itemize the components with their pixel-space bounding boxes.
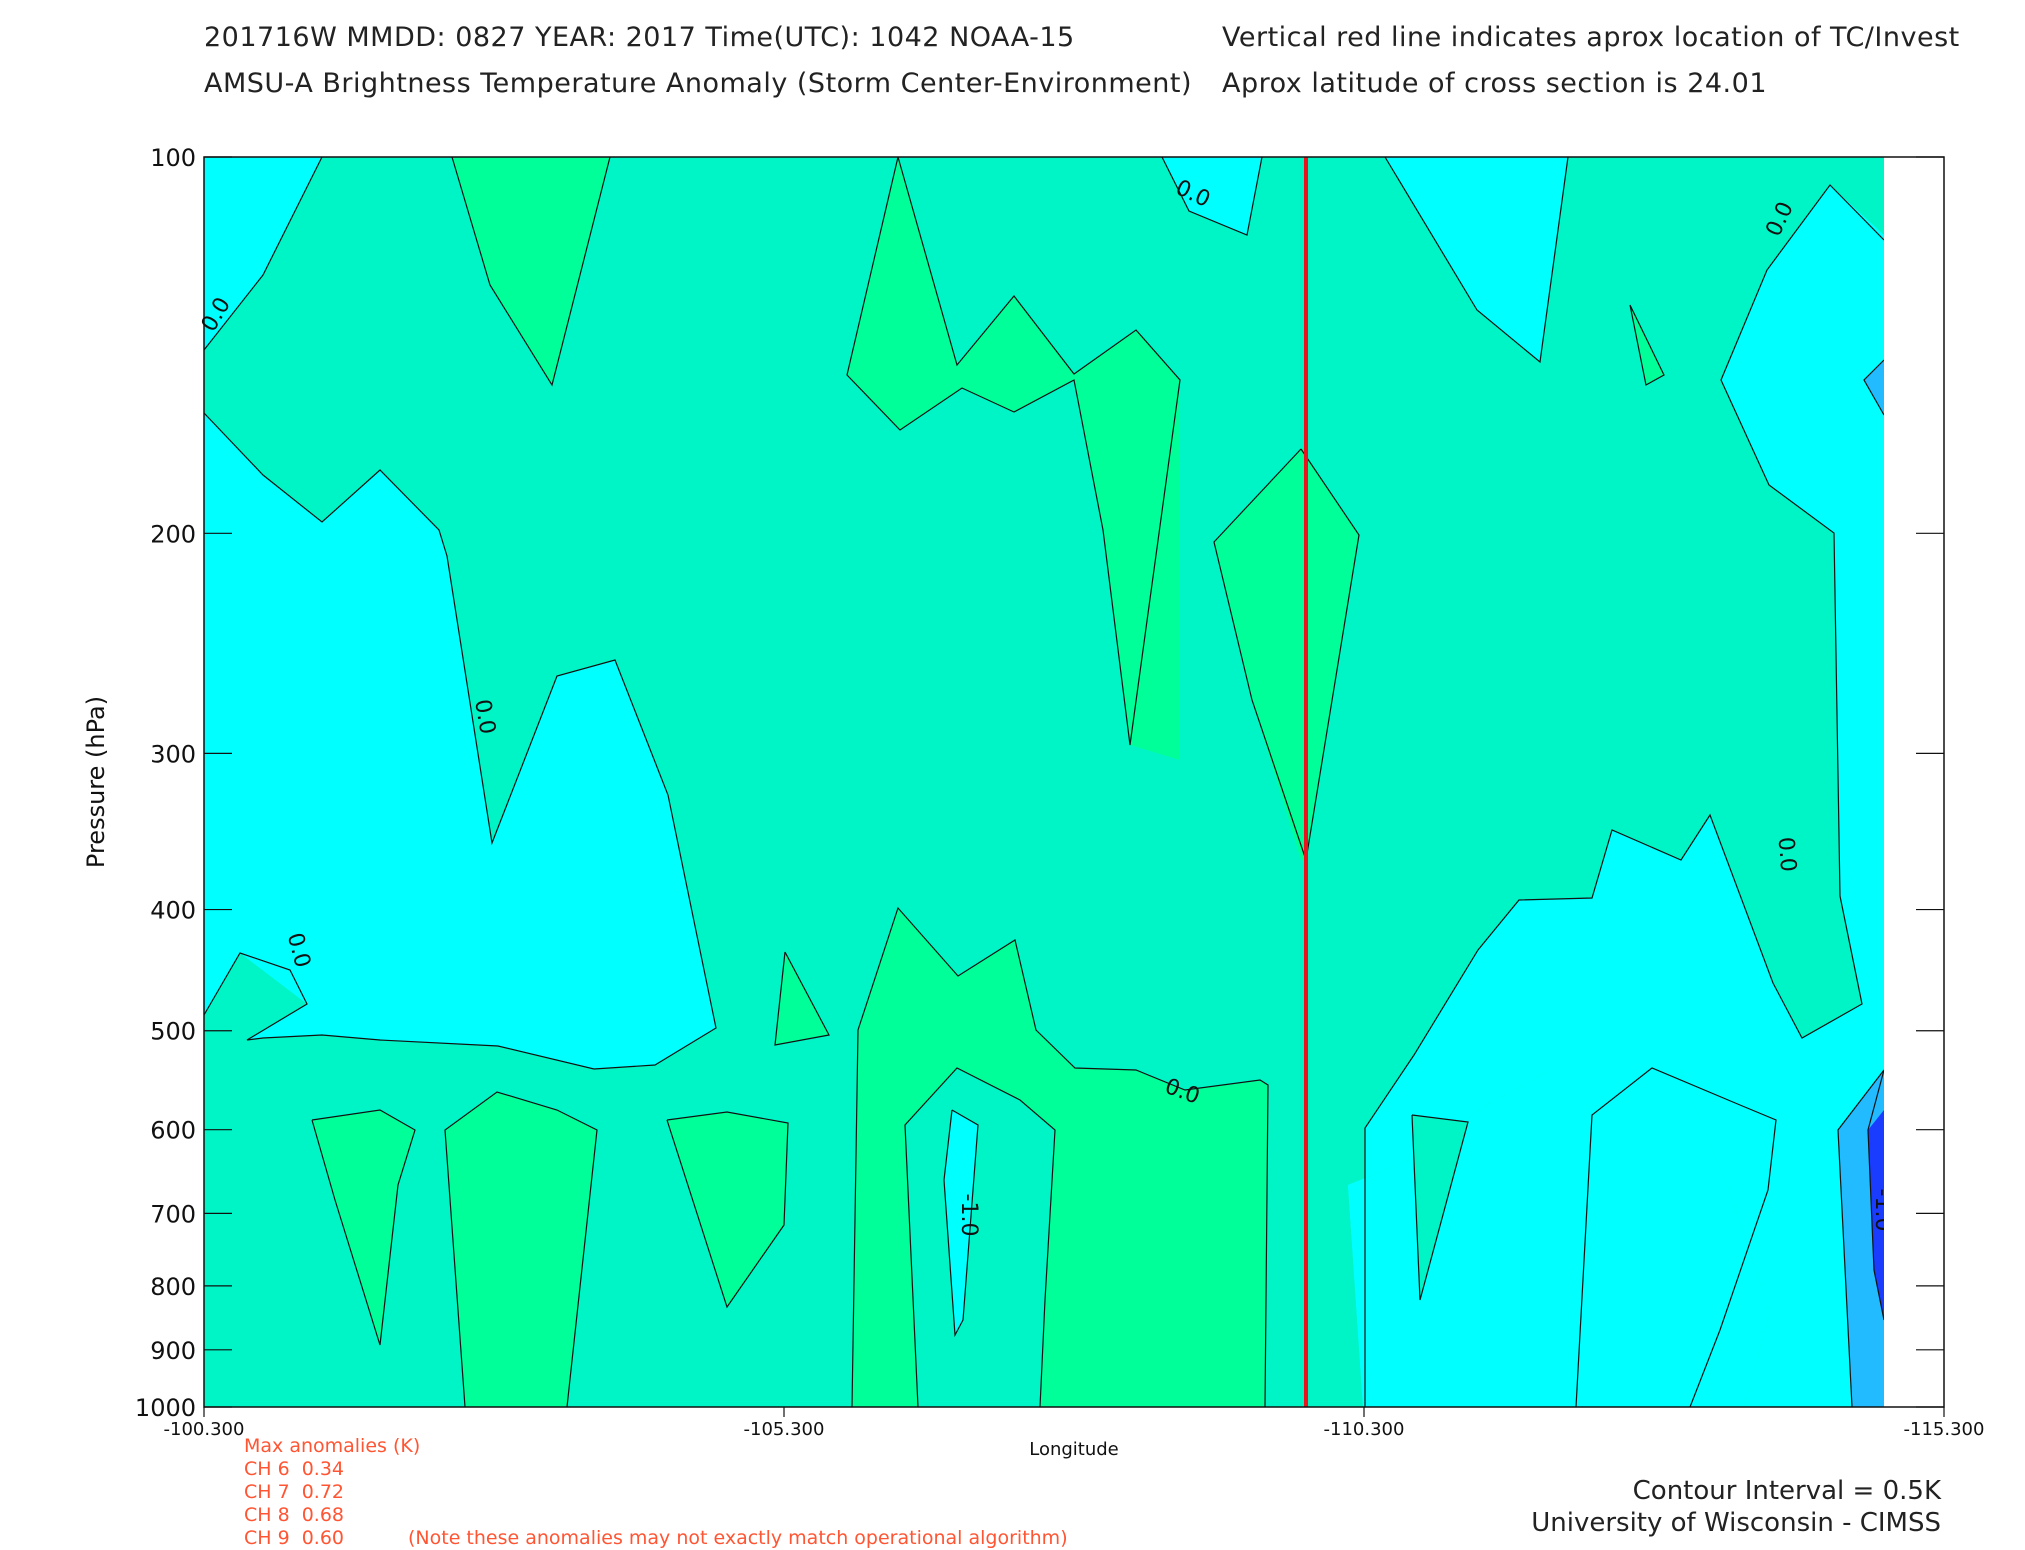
channel-row: CH 6 0.34	[244, 1458, 420, 1481]
y-tick-label: 100	[150, 144, 196, 172]
header-title-line2: AMSU-A Brightness Temperature Anomaly (S…	[204, 68, 1193, 99]
contour-line	[851, 906, 1269, 1408]
fill-level-0.5	[445, 1092, 597, 1407]
x-tick-label: -115.300	[1904, 1419, 1985, 1440]
contour-line	[451, 156, 611, 387]
y-tick-label: 500	[150, 1018, 196, 1046]
header-note-line2: Aprox latitude of cross section is 24.01	[1222, 68, 1767, 99]
contour-line	[1837, 1069, 1885, 1408]
fill-level-minus-0.5	[204, 413, 716, 1069]
fill-level-minus-0.5	[204, 157, 322, 350]
fill-level-0.5	[847, 157, 1180, 760]
y-tick-label: 300	[150, 740, 196, 768]
contour-line	[311, 1109, 416, 1346]
fill-level-minus-0.5	[1348, 185, 1884, 1407]
fill-level-minus-1.5	[1868, 1110, 1884, 1320]
channel-value: 0.68	[301, 1504, 344, 1526]
y-tick-label: 600	[150, 1117, 196, 1145]
contour-line	[846, 156, 1181, 746]
channel-value: 0.60	[301, 1527, 344, 1549]
x-axis-title: Longitude	[1029, 1439, 1119, 1460]
anomaly-note: (Note these anomalies may not exactly ma…	[408, 1527, 1068, 1549]
channel-label: CH 7	[244, 1481, 290, 1503]
channel-label: CH 6	[244, 1458, 290, 1480]
plot-blank-strip	[1884, 157, 1944, 1407]
contour-label: -1.0	[956, 1194, 981, 1237]
y-tick-label: 200	[150, 520, 196, 548]
contour-label: 0.0	[469, 697, 500, 736]
contour-line	[774, 951, 830, 1046]
x-tick-label: -110.300	[1324, 1419, 1405, 1440]
contour-line	[1867, 1069, 1885, 1321]
plot-frame	[203, 156, 1945, 1408]
y-tick-label: 400	[150, 897, 196, 925]
max-anomalies-panel: Max anomalies (K) CH 6 0.34 CH 7 0.72 CH 8 0.…	[244, 1435, 420, 1550]
fill-level-minus-1.0	[1864, 360, 1884, 415]
contour-line	[1213, 448, 1360, 861]
channel-row: CH 7 0.72	[244, 1481, 420, 1504]
y-axis: 100 200 300 400 500 600 700 800 900 1000	[135, 144, 1944, 1422]
channel-row: CH 8 0.68	[244, 1504, 420, 1527]
channel-value: 0.34	[301, 1458, 344, 1480]
y-tick-label: 1000	[135, 1394, 196, 1422]
x-axis: -100.300 -105.300 -110.300 -115.300	[164, 1407, 1985, 1440]
contour-line	[943, 1109, 979, 1338]
contour-line	[1364, 184, 1885, 1407]
contour-line	[444, 1091, 598, 1408]
fill-level-0.5	[1630, 305, 1664, 385]
y-tick-label: 800	[150, 1273, 196, 1301]
x-tick-label: -100.300	[164, 1419, 245, 1440]
contour-line	[1629, 304, 1665, 386]
header-note-line1: Vertical red line indicates aprox locati…	[1222, 22, 1960, 53]
channel-list: CH 6 0.34 CH 7 0.72 CH 8 0.68 CH 9 0.60	[244, 1458, 420, 1550]
channel-label: CH 8	[244, 1504, 290, 1526]
header-title-line1: 201716W MMDD: 0827 YEAR: 2017 Time(UTC):…	[204, 22, 1075, 53]
fill-level-0.5	[452, 157, 610, 385]
contour-interval-text: Contour Interval = 0.5K	[1632, 1476, 1941, 1506]
contour-line	[203, 412, 717, 1070]
y-tick-label: 900	[150, 1337, 196, 1365]
fill-level-minus-0.5	[1162, 157, 1262, 235]
channel-value: 0.72	[301, 1481, 344, 1503]
fill-level-0.5	[312, 1110, 415, 1345]
y-axis-title: Pressure (hPa)	[82, 696, 110, 868]
contour-label: 0.0	[1772, 836, 1800, 873]
channel-row: CH 9 0.60	[244, 1527, 420, 1550]
contour-line	[1575, 1067, 1777, 1408]
contour-line-layer	[203, 156, 1885, 1408]
contour-line	[904, 1067, 1056, 1408]
fill-level-minus-0.5	[944, 1110, 978, 1335]
fill-level-0.0-inner	[905, 1068, 1055, 1407]
y-tick-label: 700	[150, 1200, 196, 1228]
channel-label: CH 9	[244, 1527, 290, 1549]
max-anomalies-title: Max anomalies (K)	[244, 1435, 421, 1457]
x-tick-label: -105.300	[744, 1419, 825, 1440]
contour-line	[1863, 359, 1885, 416]
fill-level-0.5	[667, 1112, 788, 1307]
contour-line	[1411, 1114, 1469, 1301]
credit-text: University of Wisconsin - CIMSS	[1531, 1508, 1941, 1538]
fill-level-minus-0.5	[1385, 157, 1568, 362]
fill-level-0.0-inner	[1412, 1115, 1468, 1300]
contour-line	[1384, 156, 1569, 364]
contour-fill-layer	[204, 157, 1884, 1407]
fill-level-0.5	[775, 952, 829, 1045]
contour-line	[666, 1111, 789, 1309]
contour-line	[203, 156, 323, 351]
contour-line	[1161, 156, 1263, 236]
